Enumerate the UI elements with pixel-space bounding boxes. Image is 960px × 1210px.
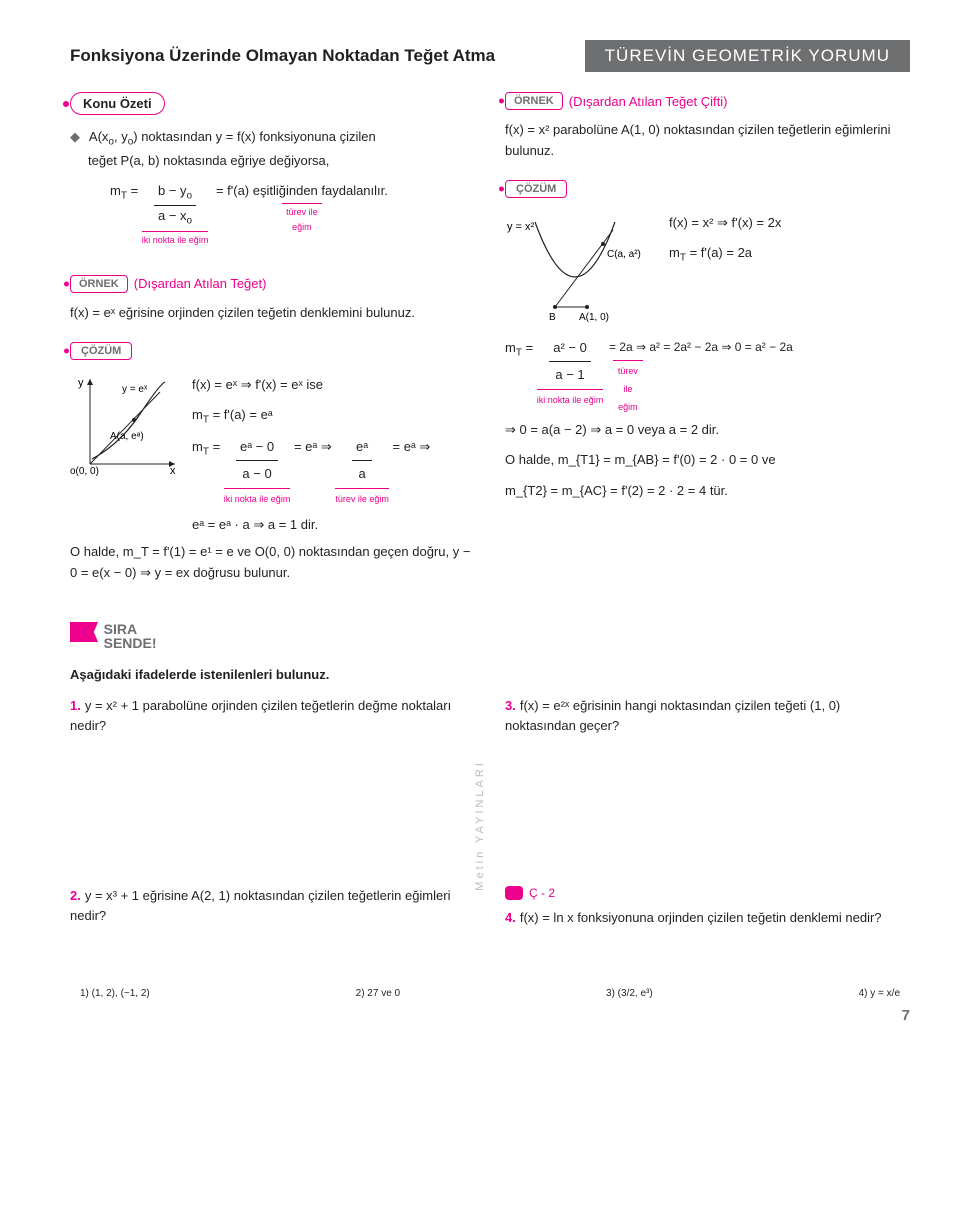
svg-text:y = x²: y = x² xyxy=(507,221,535,233)
ex2-step1: mT = a² − 0a − 1iki nokta ile eğim = 2a … xyxy=(505,335,910,416)
cozum2-badge: ÇÖZÜM xyxy=(505,180,567,198)
summary-equation: mT = b − yoa − xo iki nokta ile eğim = f… xyxy=(110,181,475,247)
cozum1-badge: ÇÖZÜM xyxy=(70,342,132,360)
answer-key: 1) (1, 2), (−1, 2) 2) 27 ve 0 3) (3/2, e… xyxy=(70,988,910,999)
ex1-graph: y x y = eˣ A(a, eᵃ) o(0, 0) xyxy=(70,374,180,477)
ex1-question: f(x) = eˣ eğrisine orjinden çizilen teğe… xyxy=(70,303,475,324)
page-header: Fonksiyona Üzerinde Olmayan Noktadan Teğ… xyxy=(70,40,910,72)
ex2-graph: y = x² C(a, a²) A(1, 0) B xyxy=(505,212,655,325)
ex2-right-eqs: f(x) = x² ⇒ f'(x) = 2x mT = f'(a) = 2a xyxy=(669,206,910,273)
question-4: 4.f(x) = ln x fonksiyonuna orjinden çizi… xyxy=(505,908,910,928)
header-left: Fonksiyona Üzerinde Olmayan Noktadan Teğ… xyxy=(70,40,585,72)
summary-text: ◆ A(xo, yo) noktasından y = f(x) fonksiy… xyxy=(70,127,475,171)
sira-sende: SIRASENDE! xyxy=(70,622,910,651)
svg-text:x: x xyxy=(170,465,176,477)
question-3: 3.f(x) = e²ˣ eğrisinin hangi noktasından… xyxy=(505,696,910,736)
question-1: 1.y = x² + 1 parabolüne orjinden çizilen… xyxy=(70,696,475,736)
konu-ozeti-badge: Konu Özeti xyxy=(70,92,165,115)
svg-text:B: B xyxy=(549,312,556,323)
ornek2-badge: ÖRNEK (Dışardan Atılan Teğet Çifti) xyxy=(505,92,727,110)
ex2-question: f(x) = x² parabolüne A(1, 0) noktasından… xyxy=(505,120,910,162)
page-number: 7 xyxy=(70,1007,910,1024)
svg-text:y: y xyxy=(78,377,84,389)
svg-text:o(0, 0): o(0, 0) xyxy=(70,466,99,477)
chat-badge: Ç - 2 xyxy=(505,886,555,900)
bullet-diamond: ◆ xyxy=(70,129,80,144)
chat-icon xyxy=(505,886,523,900)
svg-text:A(a, eᵃ): A(a, eᵃ) xyxy=(110,431,144,442)
flag-icon xyxy=(70,622,98,642)
svg-text:y = eˣ: y = eˣ xyxy=(122,384,148,395)
exercises-intro: Aşağıdaki ifadelerde istenilenleri bulun… xyxy=(70,665,910,686)
ex1-solution: f(x) = eˣ ⇒ f'(x) = eˣ ise mT = f'(a) = … xyxy=(192,368,475,543)
ornek1-badge: ÖRNEK (Dışardan Atılan Teğet) xyxy=(70,275,266,293)
header-right: TÜREVİN GEOMETRİK YORUMU xyxy=(585,40,910,72)
publisher-vertical: Metin YAYINLARI xyxy=(474,760,486,891)
question-2: 2.y = x³ + 1 eğrisine A(2, 1) noktasında… xyxy=(70,886,475,926)
svg-text:C(a, a²): C(a, a²) xyxy=(607,249,641,260)
svg-text:A(1, 0): A(1, 0) xyxy=(579,312,609,323)
